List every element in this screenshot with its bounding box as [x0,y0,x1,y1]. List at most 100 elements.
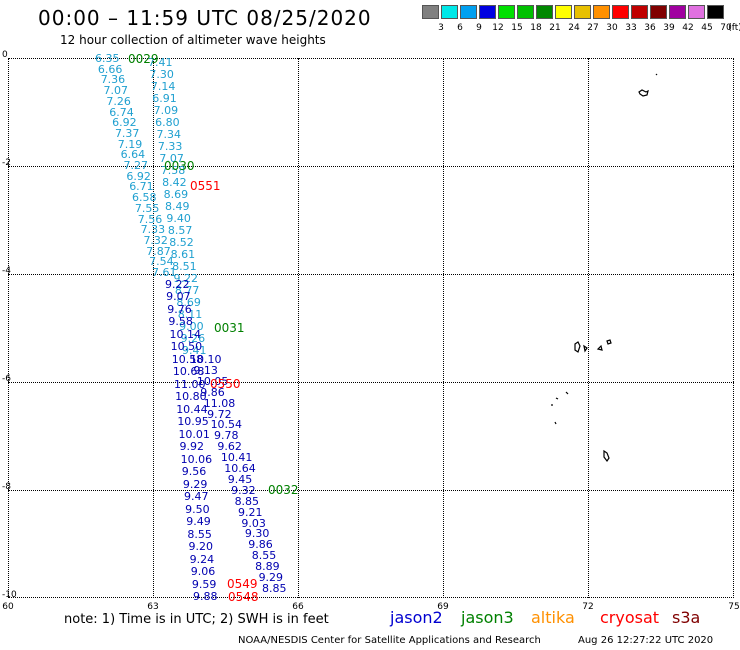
swh-value: 10.44 [176,402,208,416]
legend-label: 30 [606,23,618,33]
swh-value: 7.32 [143,233,168,247]
swh-value: 10.68 [172,365,205,379]
legend-swatch [517,5,534,19]
swh-value: 10.95 [177,415,209,429]
map-subtitle: 12 hour collection of altimeter wave hei… [60,33,326,47]
satellite-label: jason3 [461,608,514,627]
swh-value: 8.52 [169,236,194,249]
legend-label: 70 [720,23,732,33]
legend-label: 27 [587,23,599,33]
swh-value: 10.01 [178,427,210,441]
swh-value: 9.40 [166,212,191,225]
swh-value: 7.36 [100,73,126,87]
swh-value: 9.03 [241,516,266,530]
legend-swatch [707,5,724,19]
swh-value: 9.86 [200,385,225,399]
swh-value: 7.27 [123,159,149,172]
legend-label: 9 [476,23,482,33]
legend-label: 15 [511,23,523,33]
legend-label: 39 [663,23,675,33]
satellite-label: altika [531,608,575,627]
legend-label: 33 [625,23,637,33]
swh-value: 9.78 [214,429,239,443]
y-tick-label: 0 [2,50,8,60]
swh-value: 6.74 [109,105,134,119]
swh-value: 9.58 [168,315,193,329]
swh-value: 7.14 [150,80,176,93]
legend-swatch [479,5,496,19]
satellite-label: cryosat [600,608,660,627]
swh-value: 8.89 [255,560,280,574]
y-tick-label: -6 [2,374,11,384]
grid-line-v [298,58,299,598]
legend-unit: (ft) [728,23,740,33]
legend-swatch [536,5,553,19]
swh-value: 6.35 [95,52,120,65]
x-tick-label: 75 [728,602,740,612]
swh-value: 9.32 [231,483,256,497]
x-tick-label: 63 [147,602,159,612]
swh-value: 7.87 [146,244,171,258]
legend-swatch [460,5,477,19]
satellite-label: s3a [672,608,701,627]
legend-label: 6 [457,23,463,33]
swh-value: 10.41 [220,451,253,465]
generated-timestamp: Aug 26 12:27:22 UTC 2020 [578,635,714,646]
swh-value: 9.92 [179,440,205,454]
swh-value: 9.06 [190,565,216,579]
swh-value: 7.37 [114,126,140,140]
grid-line-v [588,58,589,598]
swh-value: 8.61 [170,248,196,261]
swh-value: 8.69 [163,188,189,201]
x-tick-label: 69 [437,602,449,612]
y-tick-label: -2 [2,158,11,168]
swh-value: 7.58 [160,164,186,177]
grid-line-h [8,490,734,491]
swh-value: 6.66 [97,62,123,76]
swh-value: 7.41 [148,56,173,69]
swh-value: 9.49 [186,515,211,529]
swh-value: 9.20 [188,540,214,554]
swh-value: 9.30 [244,527,270,541]
swh-value: 7.33 [140,223,166,237]
swh-value: 7.34 [156,128,182,141]
swh-value: 6.92 [126,169,151,183]
grid-line-h [8,382,734,383]
swh-value: 9.62 [217,440,242,454]
swh-value: 9.07 [166,290,191,304]
swh-value: 9.24 [189,552,215,566]
swh-value: 9.59 [191,577,217,591]
swh-value: 9.72 [207,407,232,421]
swh-value: 10.80 [175,390,207,404]
swh-value: 7.55 [134,201,160,215]
pass-time-label: 0031 [214,321,245,335]
swh-value: 9.29 [258,571,284,585]
swh-value: 9.88 [193,590,218,603]
swh-value: 7.07 [103,84,129,98]
swh-value: 9.45 [227,472,253,486]
swh-value: 9.41 [182,344,207,357]
swh-value: 8.55 [251,549,277,563]
swh-value: 9.21 [238,505,263,519]
swh-value: 8.69 [176,296,201,309]
swh-value: 8.77 [174,284,200,297]
swh-value: 10.50 [170,340,203,354]
swh-value: 7.07 [159,152,184,165]
x-tick-label: 66 [292,602,304,612]
y-tick-label: -10 [2,590,17,600]
swh-value: 8.55 [187,527,212,541]
swh-value: 7.19 [117,137,143,151]
swh-value: 11.00 [173,377,206,391]
swh-value: 7.61 [152,266,177,279]
swh-value: 10.14 [169,327,201,341]
legend-swatch [498,5,515,19]
legend-label: 3 [438,23,444,33]
legend-swatch [612,5,629,19]
grid-line-v [443,58,444,598]
swh-value: 6.91 [152,92,177,105]
swh-value: 6.71 [129,180,154,194]
legend-label: 12 [492,23,504,33]
swh-value: 7.54 [149,255,174,269]
swh-value: 7.30 [149,68,174,81]
swh-value: 10.54 [210,418,243,432]
